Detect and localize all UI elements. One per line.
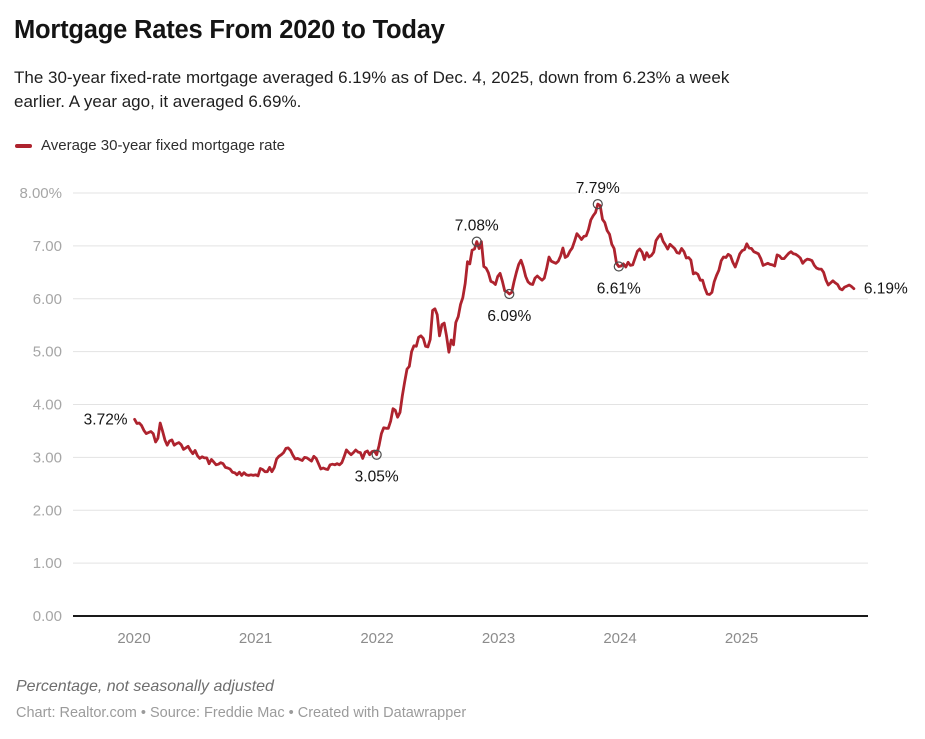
legend-line-swatch-icon bbox=[15, 143, 32, 148]
annotation-label: 7.79% bbox=[576, 180, 620, 197]
x-axis-label: 2025 bbox=[725, 630, 758, 647]
y-axis-label: 0.00 bbox=[33, 608, 62, 625]
y-axis-label: 7.00 bbox=[33, 238, 62, 255]
rate-line bbox=[133, 202, 856, 478]
annotation-label: 7.08% bbox=[455, 218, 499, 235]
annotation-label: 6.61% bbox=[597, 280, 641, 297]
x-axis-label: 2020 bbox=[117, 630, 150, 647]
y-axis-label: 5.00 bbox=[33, 344, 62, 361]
y-axis-label: 4.00 bbox=[33, 397, 62, 414]
x-axis-label: 2024 bbox=[603, 630, 636, 647]
annotation-label: 3.05% bbox=[355, 469, 399, 486]
y-axis-labels: 8.00% 7.00 6.00 5.00 4.00 3.00 2.00 1.00 0.00 bbox=[19, 185, 62, 625]
annotation-label: 6.19% bbox=[864, 281, 908, 298]
annotation-markers bbox=[371, 199, 624, 460]
y-axis-label: 1.00 bbox=[33, 555, 62, 572]
annotation-marker bbox=[471, 236, 482, 247]
source-credit: Chart: Realtor.com • Source: Freddie Mac… bbox=[16, 705, 467, 721]
y-axis-label: 2.00 bbox=[33, 502, 62, 519]
chart-description-line1: The 30-year fixed-rate mortgage averaged… bbox=[14, 68, 730, 87]
annotation-labels: 3.72% 3.05% 7.08% 6.09% 7.79% 6.61% 6.19% bbox=[82, 178, 910, 488]
x-axis-label: 2022 bbox=[360, 630, 393, 647]
chart-description: The 30-year fixed-rate mortgage averaged… bbox=[14, 66, 729, 113]
annotation-marker bbox=[613, 261, 624, 272]
annotation-label: 6.09% bbox=[487, 308, 531, 325]
annotation-marker bbox=[592, 199, 603, 210]
x-axis-label: 2023 bbox=[482, 630, 515, 647]
page-title: Mortgage Rates From 2020 to Today bbox=[14, 16, 445, 44]
x-axis-labels: 2020 2021 2022 2023 2024 2025 bbox=[117, 630, 758, 647]
chart-description-line2: earlier. A year ago, it averaged 6.69%. bbox=[14, 91, 302, 111]
legend: Average 30-year fixed mortgage rate bbox=[15, 137, 285, 154]
x-axis-label: 2021 bbox=[239, 630, 272, 647]
axis-unit-note: Percentage, not seasonally adjusted bbox=[16, 678, 274, 695]
rate-line-path bbox=[133, 202, 856, 478]
y-axis-label: 6.00 bbox=[33, 291, 62, 308]
y-axis-label: 3.00 bbox=[33, 449, 62, 466]
y-axis-label: 8.00% bbox=[19, 185, 62, 202]
annotation-marker bbox=[504, 288, 515, 300]
annotation-marker bbox=[371, 449, 382, 460]
legend-label: Average 30-year fixed mortgage rate bbox=[41, 137, 286, 154]
annotation-label: 3.72% bbox=[84, 411, 128, 428]
